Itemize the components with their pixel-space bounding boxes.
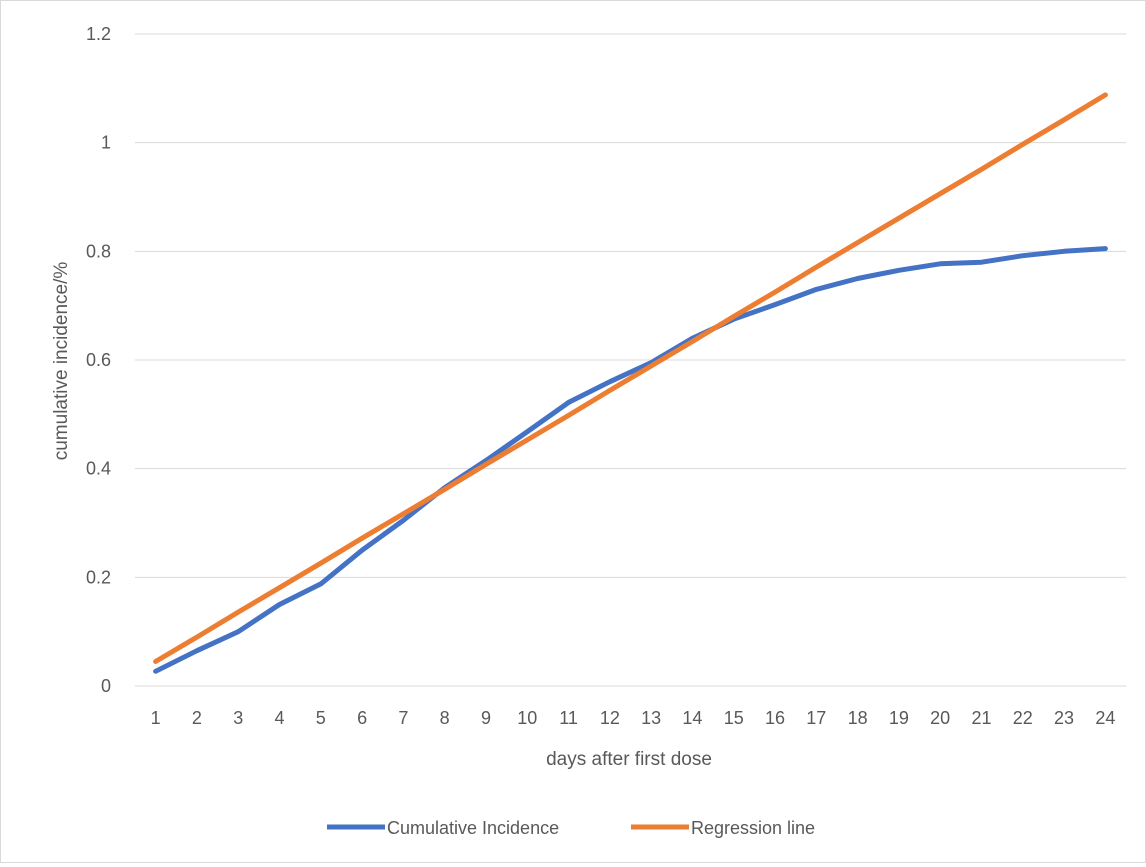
series-lines (153, 92, 1108, 674)
x-tick-label: 3 (233, 708, 243, 728)
x-tick-label: 15 (724, 708, 744, 728)
x-tick-label: 21 (971, 708, 991, 728)
series-line-regression-line (153, 92, 1108, 664)
x-tick-label: 1 (151, 708, 161, 728)
y-tick-label: 1.2 (86, 24, 111, 44)
x-tick-label: 10 (517, 708, 537, 728)
series-line-cumulative-incidence (153, 246, 1108, 674)
y-tick-label: 0 (101, 676, 111, 696)
x-tick-label: 5 (316, 708, 326, 728)
x-tick-label: 9 (481, 708, 491, 728)
x-tick-label: 19 (889, 708, 909, 728)
x-tick-label: 7 (398, 708, 408, 728)
legend-label: Cumulative Incidence (387, 818, 559, 838)
y-tick-label: 1 (101, 133, 111, 153)
y-tick-label: 0.6 (86, 350, 111, 370)
x-tick-label: 11 (559, 708, 578, 728)
x-tick-label: 18 (848, 708, 868, 728)
x-tick-label: 22 (1013, 708, 1033, 728)
x-axis-title: days after first dose (546, 749, 712, 770)
x-tick-label: 16 (765, 708, 785, 728)
x-tick-label: 6 (357, 708, 367, 728)
x-tick-label: 4 (275, 708, 285, 728)
x-tick-label: 2 (192, 708, 202, 728)
y-tick-label: 0.2 (86, 567, 111, 587)
gridlines (135, 33, 1126, 687)
x-axis-tick-labels: 1 2 3 4 5 6 7 8 9 10 11 12 13 14 15 16 17 18 19 20 21 22 23 24 (151, 708, 1116, 728)
y-tick-label: 0.4 (86, 459, 111, 479)
legend-label: Regression line (691, 818, 815, 838)
x-tick-label: 20 (930, 708, 950, 728)
y-axis-title: cumulative incidence/% (51, 262, 72, 461)
x-tick-label: 14 (682, 708, 702, 728)
y-tick-label: 0.8 (86, 241, 111, 261)
x-tick-label: 8 (440, 708, 450, 728)
x-tick-label: 24 (1095, 708, 1115, 728)
legend: Cumulative Incidence Regression line (327, 818, 815, 838)
x-tick-label: 17 (806, 708, 826, 728)
x-tick-label: 12 (600, 708, 620, 728)
x-tick-label: 13 (641, 708, 661, 728)
y-axis-tick-labels: 0 0.2 0.4 0.6 0.8 1 1.2 (86, 24, 111, 696)
x-tick-label: 23 (1054, 708, 1074, 728)
